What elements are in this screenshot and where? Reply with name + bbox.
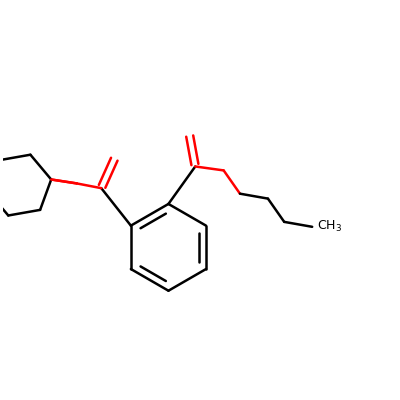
Text: CH$_3$: CH$_3$ [317, 219, 342, 234]
